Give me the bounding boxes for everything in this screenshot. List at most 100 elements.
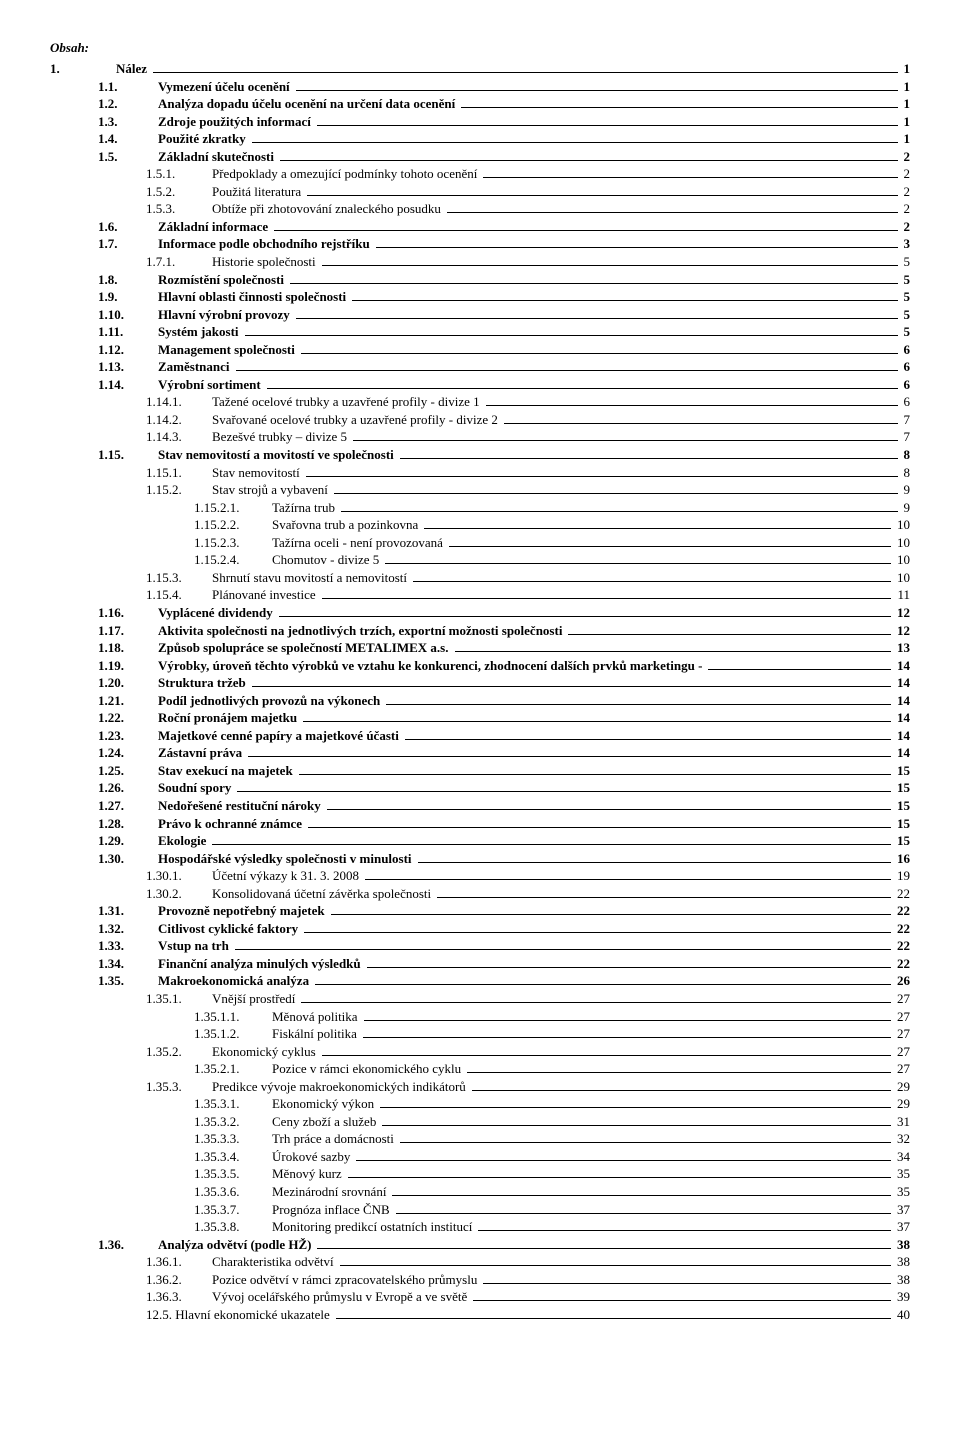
toc-entry: 1.11.Systém jakosti5 <box>50 323 910 341</box>
toc-leader <box>290 271 897 284</box>
toc-entry: 1.14.2.Svařované ocelové trubky a uzavře… <box>50 411 910 429</box>
toc-entry-number: 1.15.2.1. <box>194 499 272 517</box>
toc-entry-page: 22 <box>893 937 910 955</box>
toc-entry: 1.15.4.Plánované investice11 <box>50 586 910 604</box>
toc-leader <box>331 903 891 916</box>
toc-entry: 1.30.Hospodářské výsledky společnosti v … <box>50 850 910 868</box>
toc-leader <box>301 341 898 354</box>
toc-entry-title: Nález <box>116 60 151 78</box>
toc-leader <box>245 324 898 337</box>
toc-entry-number: 1.30. <box>98 850 158 868</box>
toc-leader <box>252 131 898 144</box>
toc-entry-number: 1.25. <box>98 762 158 780</box>
toc-entry-title: Provozně nepotřebný majetek <box>158 902 329 920</box>
toc-entry-page: 22 <box>893 902 910 920</box>
toc-leader <box>317 113 898 126</box>
toc-leader <box>472 1078 891 1091</box>
toc-entry-page: 7 <box>900 428 911 446</box>
toc-entry-title: Stav nemovitostí a movitostí ve společno… <box>158 446 398 464</box>
toc-entry-number: 1.5.2. <box>146 183 212 201</box>
toc-entry-number: 1.14.3. <box>146 428 212 446</box>
toc-entry: 1.36.1.Charakteristika odvětví38 <box>50 1253 910 1271</box>
toc-entry: 1.6.Základní informace2 <box>50 218 910 236</box>
toc-entry-title: Monitoring predikcí ostatních institucí <box>272 1218 476 1236</box>
toc-leader <box>385 552 891 565</box>
toc-leader <box>296 78 898 91</box>
toc-entry-title: Měnová politika <box>272 1008 362 1026</box>
toc-entry: 1.34.Finanční analýza minulých výsledků2… <box>50 955 910 973</box>
toc-entry: 1.7.1.Historie společnosti5 <box>50 253 910 271</box>
toc-entry-title: Roční pronájem majetku <box>158 709 301 727</box>
toc-entry-title: Podíl jednotlivých provozů na výkonech <box>158 692 384 710</box>
toc-entry-title: Základní skutečnosti <box>158 148 278 166</box>
toc-leader <box>274 218 897 231</box>
toc-entry-number: 1.6. <box>98 218 158 236</box>
toc-entry-page: 9 <box>900 499 911 517</box>
toc-entry-number: 1.3. <box>98 113 158 131</box>
toc-entry-title: Nedořešené restituční nároky <box>158 797 325 815</box>
toc-entry-title: Charakteristika odvětví <box>212 1253 338 1271</box>
toc-entry-number: 1.35.3.7. <box>194 1201 272 1219</box>
toc-entry-page: 7 <box>900 411 911 429</box>
toc-leader <box>304 920 891 933</box>
toc-entry-number: 1.30.2. <box>146 885 212 903</box>
toc-entry-title: Měnový kurz <box>272 1165 346 1183</box>
toc-entry-number: 1.35.3.5. <box>194 1165 272 1183</box>
toc-entry-title: Pozice odvětví v rámci zpracovatelského … <box>212 1271 481 1289</box>
toc-leader <box>322 587 892 600</box>
toc-entry-number: 1.10. <box>98 306 158 324</box>
toc-entry: 1.12.Management společnosti6 <box>50 341 910 359</box>
toc-entry-page: 12 <box>893 604 910 622</box>
toc-entry-number: 1.35.3.1. <box>194 1095 272 1113</box>
toc-entry: 1.25.Stav exekucí na majetek15 <box>50 762 910 780</box>
toc-entry: 1.31.Provozně nepotřebný majetek22 <box>50 902 910 920</box>
toc-entry-title: Vnější prostředí <box>212 990 299 1008</box>
toc-entry: 1.18.Způsob spolupráce se společností ME… <box>50 639 910 657</box>
toc-leader <box>386 692 891 705</box>
toc-entry-title: Fiskální politika <box>272 1025 361 1043</box>
toc-entry: 1.5.3.Obtíže při zhotovování znaleckého … <box>50 200 910 218</box>
toc-entry: 1.35.3.1.Ekonomický výkon29 <box>50 1095 910 1113</box>
toc-entry-page: 1 <box>900 130 911 148</box>
toc-entry-title: Stav strojů a vybavení <box>212 481 332 499</box>
toc-entry: 1.36.2.Pozice odvětví v rámci zpracovate… <box>50 1271 910 1289</box>
toc-entry: 1.9.Hlavní oblasti činnosti společnosti5 <box>50 288 910 306</box>
toc-entry: 1.35.1.2.Fiskální politika27 <box>50 1025 910 1043</box>
toc-entry-page: 15 <box>893 797 910 815</box>
toc-entry: 1.15.Stav nemovitostí a movitostí ve spo… <box>50 446 910 464</box>
toc-leader <box>236 359 898 372</box>
toc-entry-number: 1.13. <box>98 358 158 376</box>
toc-leader <box>449 534 891 547</box>
toc-leader <box>340 1254 891 1267</box>
toc-entry-title: Hlavní výrobní provozy <box>158 306 294 324</box>
toc-entry-page: 16 <box>893 850 910 868</box>
toc-entry-number: 1.26. <box>98 779 158 797</box>
toc-entry-page: 5 <box>900 306 911 324</box>
toc-entry: 1.35.3.3.Trh práce a domácnosti32 <box>50 1130 910 1148</box>
toc-entry: 1.15.2.3.Tažírna oceli - není provozovan… <box>50 534 910 552</box>
toc-leader <box>322 1043 891 1056</box>
toc-entry: 12.5. Hlavní ekonomické ukazatele40 <box>50 1306 910 1324</box>
toc-entry-page: 6 <box>900 341 911 359</box>
toc-entry-number: 1.28. <box>98 815 158 833</box>
toc-entry-number: 1.35.3.3. <box>194 1130 272 1148</box>
toc-entry-page: 27 <box>893 1060 910 1078</box>
toc-leader <box>418 850 891 863</box>
toc-entry-page: 1 <box>900 78 911 96</box>
toc-entry-page: 2 <box>900 165 911 183</box>
toc-entry-number: 1.27. <box>98 797 158 815</box>
toc-leader <box>367 955 891 968</box>
toc-leader <box>504 411 898 424</box>
toc-entry-title: Svařované ocelové trubky a uzavřené prof… <box>212 411 502 429</box>
toc-entry-page: 15 <box>893 815 910 833</box>
toc-entry-number: 1.35.3.6. <box>194 1183 272 1201</box>
toc-entry: 1.15.3.Shrnutí stavu movitostí a nemovit… <box>50 569 910 587</box>
toc-entry-title: Tažírna oceli - není provozovaná <box>272 534 447 552</box>
toc-entry-number: 1.35.2. <box>146 1043 212 1061</box>
toc-entry-title: Hospodářské výsledky společnosti v minul… <box>158 850 416 868</box>
toc-entry-page: 15 <box>893 779 910 797</box>
toc-entry: 1.15.2.4.Chomutov - divize 510 <box>50 551 910 569</box>
toc-entry-number: 1.16. <box>98 604 158 622</box>
toc-entry-title: Ekonomický cyklus <box>212 1043 320 1061</box>
toc-entry: 1.3.Zdroje použitých informací1 <box>50 113 910 131</box>
